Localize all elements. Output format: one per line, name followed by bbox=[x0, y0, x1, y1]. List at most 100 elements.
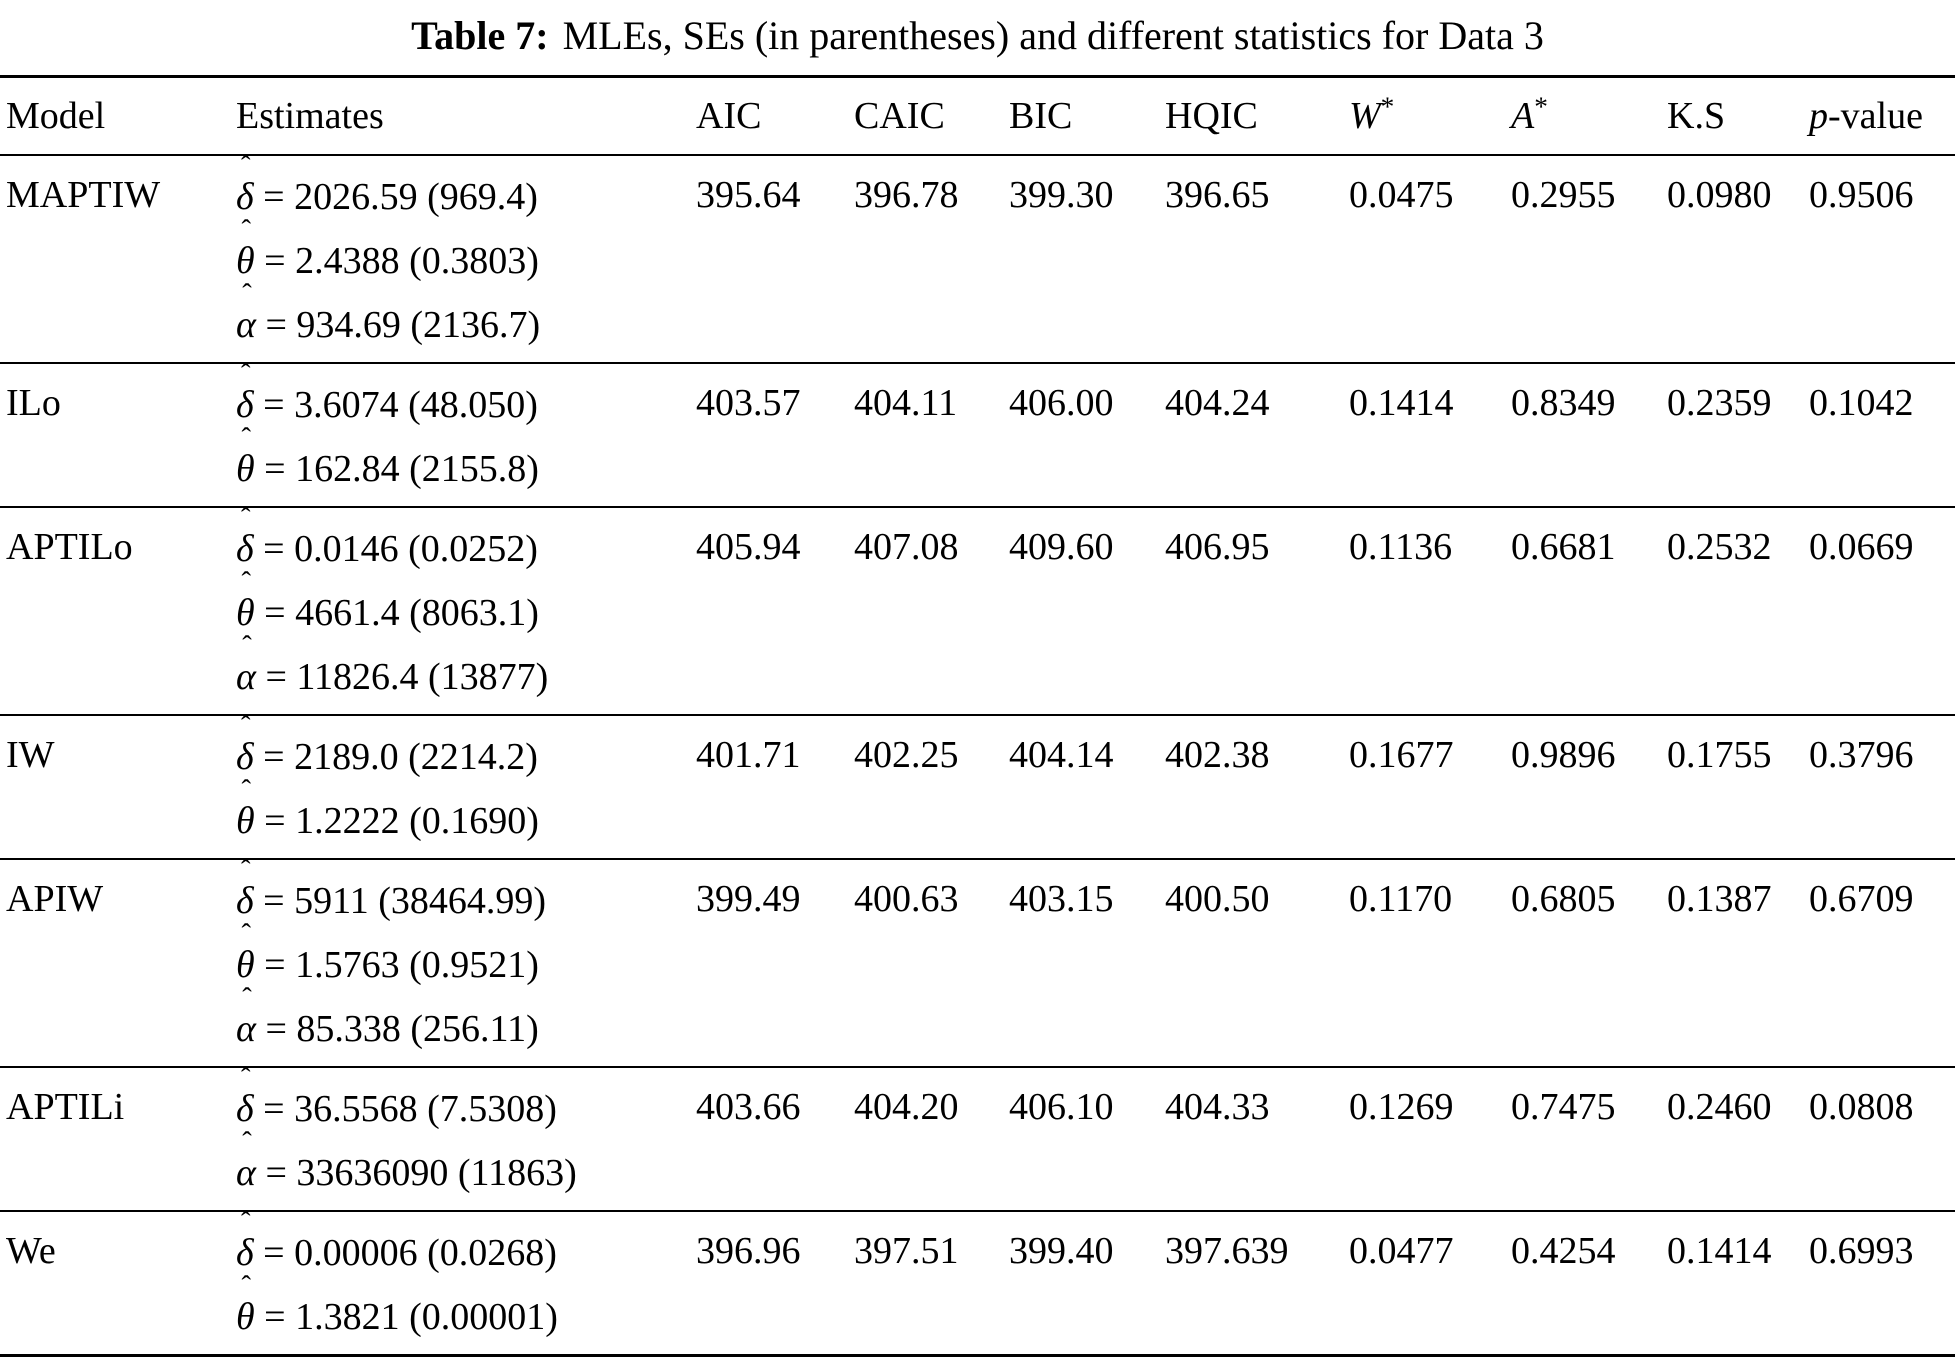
hat-accent: ˆ bbox=[240, 1062, 251, 1094]
col-header-a-star: A* bbox=[1505, 75, 1661, 156]
caic-value: 402.25 bbox=[848, 715, 1003, 860]
bic-value: 399.30 bbox=[1003, 155, 1159, 364]
greek-parameter: θ bbox=[236, 1296, 255, 1338]
hat-accent: ˆ bbox=[240, 710, 251, 742]
bic-value: 403.15 bbox=[1003, 859, 1159, 1068]
hqic-value: 404.33 bbox=[1159, 1067, 1343, 1212]
caic-value: 404.20 bbox=[848, 1067, 1003, 1212]
p-value-value: 0.0808 bbox=[1803, 1067, 1955, 1212]
p-value-suffix: -value bbox=[1828, 95, 1923, 137]
hat-accent: ˆ bbox=[240, 150, 251, 182]
p-value-value: 0.6993 bbox=[1803, 1211, 1955, 1357]
hat-accent: ˆ bbox=[241, 566, 252, 598]
a-star-value: 0.4254 bbox=[1505, 1211, 1661, 1357]
w-star-value: 0.1677 bbox=[1343, 715, 1505, 860]
col-header-model: Model bbox=[0, 75, 230, 156]
col-header-ks: K.S bbox=[1661, 75, 1803, 156]
greek-parameter: δ bbox=[236, 176, 254, 218]
hat-accent: ˆ bbox=[242, 278, 252, 310]
table-caption: Table 7: MLEs, SEs (in parentheses) and d… bbox=[0, 0, 1955, 75]
col-header-w-star: W* bbox=[1343, 75, 1505, 156]
ks-value: 0.2359 bbox=[1661, 363, 1803, 508]
ks-value: 0.2460 bbox=[1661, 1067, 1803, 1212]
a-star-value: 0.8349 bbox=[1505, 363, 1661, 508]
greek-parameter: θ bbox=[236, 800, 255, 842]
a-star-letter: A bbox=[1511, 95, 1535, 137]
hqic-value: 404.24 bbox=[1159, 363, 1343, 508]
a-star-value: 0.9896 bbox=[1505, 715, 1661, 860]
aic-value: 405.94 bbox=[690, 507, 848, 716]
col-header-bic: BIC bbox=[1003, 75, 1159, 156]
w-star-value: 0.1136 bbox=[1343, 507, 1505, 716]
aic-value: 395.64 bbox=[690, 155, 848, 364]
w-star-value: 0.1269 bbox=[1343, 1067, 1505, 1212]
greek-parameter: θ bbox=[236, 240, 255, 282]
aic-value: 396.96 bbox=[690, 1211, 848, 1357]
hat-accent: ˆ bbox=[241, 918, 252, 950]
hat-accent: ˆ bbox=[240, 502, 251, 534]
greek-parameter: α bbox=[236, 304, 256, 346]
stats-table: Model Estimates AIC CAIC BIC HQIC W* A* … bbox=[0, 75, 1955, 1357]
p-value-value: 0.1042 bbox=[1803, 363, 1955, 508]
caic-value: 397.51 bbox=[848, 1211, 1003, 1357]
hat-accent: ˆ bbox=[242, 630, 252, 662]
a-star-value: 0.6681 bbox=[1505, 507, 1661, 716]
greek-parameter: δ bbox=[236, 384, 254, 426]
bic-value: 409.60 bbox=[1003, 507, 1159, 716]
hqic-value: 402.38 bbox=[1159, 715, 1343, 860]
model-name: MAPTIW bbox=[0, 155, 230, 364]
a-star-asterisk: * bbox=[1534, 91, 1548, 122]
w-star-value: 0.1170 bbox=[1343, 859, 1505, 1068]
bic-value: 404.14 bbox=[1003, 715, 1159, 860]
model-name: IW bbox=[0, 715, 230, 860]
w-star-value: 0.0477 bbox=[1343, 1211, 1505, 1357]
bic-value: 406.00 bbox=[1003, 363, 1159, 508]
hqic-value: 396.65 bbox=[1159, 155, 1343, 364]
table-caption-text: MLEs, SEs (in parentheses) and different… bbox=[562, 13, 1544, 58]
aic-value: 399.49 bbox=[690, 859, 848, 1068]
p-value-letter: p bbox=[1809, 95, 1828, 137]
greek-parameter: α bbox=[236, 656, 256, 698]
ks-value: 0.1414 bbox=[1661, 1211, 1803, 1357]
hat-accent: ˆ bbox=[241, 422, 252, 454]
aic-value: 401.71 bbox=[690, 715, 848, 860]
bic-value: 399.40 bbox=[1003, 1211, 1159, 1357]
greek-parameter: δ bbox=[236, 1232, 254, 1274]
w-star-letter: W bbox=[1349, 95, 1381, 137]
a-star-value: 0.6805 bbox=[1505, 859, 1661, 1068]
col-header-aic: AIC bbox=[690, 75, 848, 156]
hqic-value: 400.50 bbox=[1159, 859, 1343, 1068]
p-value-value: 0.6709 bbox=[1803, 859, 1955, 1068]
p-value-value: 0.9506 bbox=[1803, 155, 1955, 364]
greek-parameter: θ bbox=[236, 592, 255, 634]
hat-accent: ˆ bbox=[240, 1206, 251, 1238]
